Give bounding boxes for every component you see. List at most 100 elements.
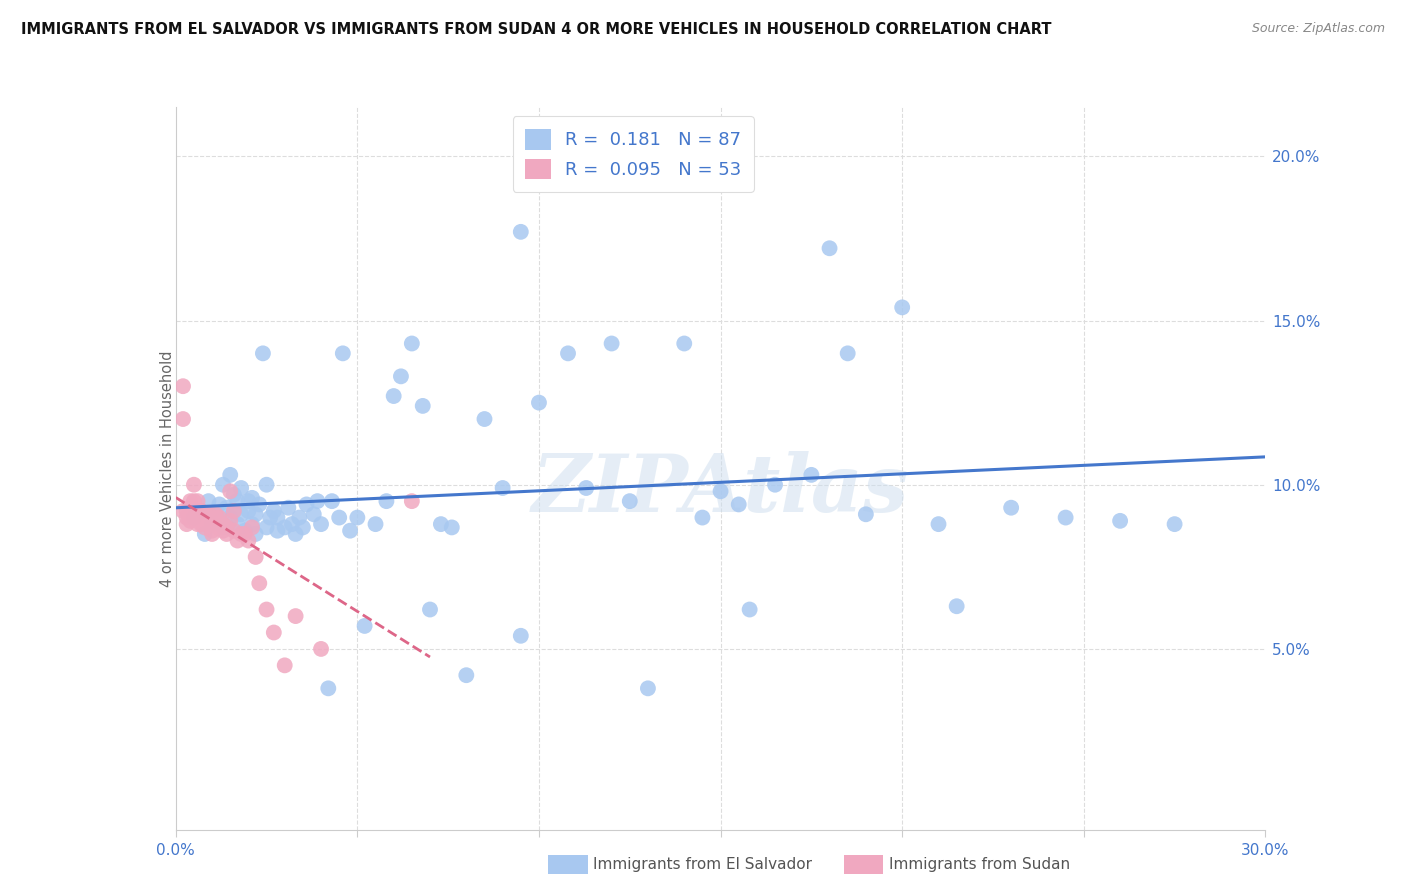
- Point: [176, 517, 198, 532]
- Point: [233, 524, 256, 538]
- Point: [575, 481, 598, 495]
- Point: [1000, 500, 1022, 515]
- Point: [291, 520, 314, 534]
- Text: Immigrants from Sudan: Immigrants from Sudan: [889, 857, 1070, 871]
- Text: Immigrants from El Salvador: Immigrants from El Salvador: [593, 857, 813, 871]
- Point: [247, 498, 270, 512]
- Point: [194, 527, 217, 541]
- Point: [710, 484, 733, 499]
- Point: [231, 508, 253, 522]
- Point: [219, 484, 242, 499]
- Point: [194, 510, 217, 524]
- Point: [204, 510, 226, 524]
- Point: [240, 520, 263, 534]
- Point: [247, 576, 270, 591]
- Point: [183, 477, 205, 491]
- Point: [201, 517, 224, 532]
- Point: [190, 517, 212, 532]
- Point: [440, 520, 463, 534]
- Point: [263, 625, 285, 640]
- Point: [332, 346, 354, 360]
- Point: [637, 681, 659, 696]
- Point: [172, 379, 194, 393]
- Point: [172, 412, 194, 426]
- Point: [201, 524, 224, 538]
- Point: [328, 510, 350, 524]
- Point: [183, 510, 205, 524]
- Point: [219, 467, 242, 482]
- Point: [176, 510, 198, 524]
- Point: [321, 494, 343, 508]
- Point: [288, 510, 311, 524]
- Point: [186, 517, 209, 532]
- Point: [318, 681, 340, 696]
- Point: [226, 533, 249, 548]
- Point: [401, 336, 423, 351]
- Point: [219, 514, 242, 528]
- Point: [190, 504, 212, 518]
- Point: [274, 520, 297, 534]
- Point: [309, 517, 332, 532]
- Point: [266, 524, 288, 538]
- Point: [263, 504, 285, 518]
- Point: [197, 517, 219, 532]
- Point: [231, 527, 253, 541]
- Point: [600, 336, 623, 351]
- Point: [245, 549, 267, 564]
- Point: [238, 533, 260, 548]
- Point: [339, 524, 361, 538]
- Point: [259, 510, 281, 524]
- Point: [256, 520, 278, 534]
- Point: [673, 336, 696, 351]
- Point: [240, 491, 263, 505]
- Point: [197, 508, 219, 522]
- Point: [945, 599, 967, 614]
- Y-axis label: 4 or more Vehicles in Household: 4 or more Vehicles in Household: [160, 350, 174, 587]
- Point: [183, 504, 205, 518]
- Point: [382, 389, 405, 403]
- Point: [240, 517, 263, 532]
- Point: [891, 301, 914, 315]
- Point: [855, 508, 877, 522]
- Point: [179, 514, 201, 528]
- Point: [172, 504, 194, 518]
- Point: [1109, 514, 1132, 528]
- Point: [274, 658, 297, 673]
- Point: [375, 494, 398, 508]
- Point: [179, 494, 201, 508]
- Point: [183, 494, 205, 508]
- Point: [226, 517, 249, 532]
- Point: [509, 629, 531, 643]
- Point: [492, 481, 515, 495]
- Point: [212, 520, 235, 534]
- Point: [763, 477, 786, 491]
- Point: [231, 481, 253, 495]
- Point: [419, 602, 441, 616]
- Point: [201, 527, 224, 541]
- Point: [208, 520, 231, 534]
- Point: [456, 668, 478, 682]
- Point: [353, 619, 375, 633]
- Point: [215, 527, 238, 541]
- Point: [222, 487, 245, 501]
- Point: [837, 346, 859, 360]
- Point: [238, 504, 260, 518]
- Point: [186, 504, 209, 518]
- Point: [208, 498, 231, 512]
- Point: [284, 527, 307, 541]
- Point: [204, 508, 226, 522]
- Point: [295, 498, 318, 512]
- Point: [727, 498, 749, 512]
- Point: [1054, 510, 1077, 524]
- Point: [818, 241, 841, 255]
- Point: [430, 517, 453, 532]
- Point: [204, 508, 226, 522]
- Point: [190, 508, 212, 522]
- Point: [212, 524, 235, 538]
- Point: [738, 602, 761, 616]
- Point: [346, 510, 368, 524]
- Point: [692, 510, 714, 524]
- Point: [194, 508, 217, 522]
- Point: [800, 467, 823, 482]
- Point: [281, 517, 304, 532]
